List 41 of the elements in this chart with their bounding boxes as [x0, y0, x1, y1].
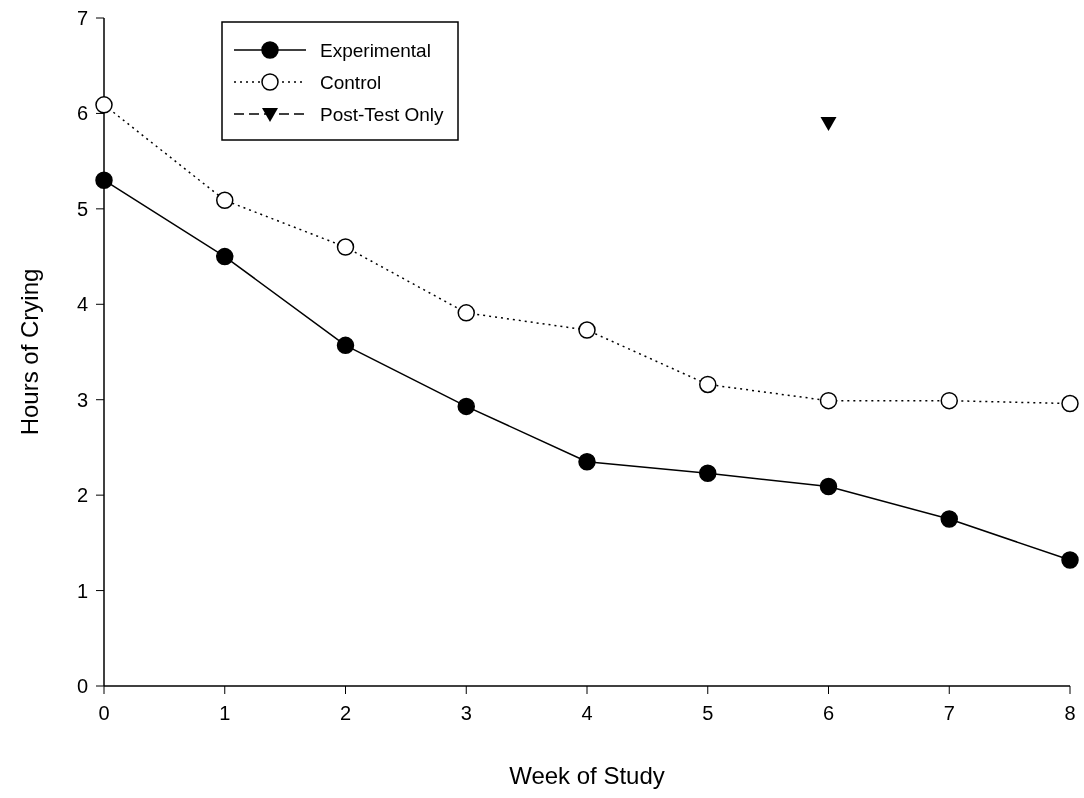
point	[457, 304, 475, 322]
x-tick-label: 7	[943, 702, 955, 724]
x-tick-label: 2	[339, 702, 352, 724]
point	[95, 96, 113, 114]
legend-label: Post-Test Only	[320, 104, 445, 125]
point	[457, 397, 475, 416]
point	[95, 171, 113, 189]
y-tick-label: 4	[76, 293, 88, 316]
point	[940, 510, 958, 528]
point	[940, 391, 958, 410]
x-tick-label: 8	[1064, 702, 1076, 724]
y-tick-label: 2	[76, 484, 88, 507]
point	[820, 116, 837, 131]
x-tick-label: 1	[219, 702, 231, 724]
x-tick-label: 6	[822, 702, 835, 724]
point	[578, 321, 596, 339]
legend-label: Control	[320, 72, 382, 93]
y-tick-label: 6	[76, 102, 88, 125]
point	[1061, 394, 1079, 413]
point	[819, 391, 838, 410]
point	[699, 375, 717, 394]
point	[699, 464, 717, 482]
y-tick-label: 3	[76, 388, 88, 411]
x-tick-label: 5	[702, 702, 714, 724]
x-tick-label: 0	[98, 702, 110, 724]
y-tick-label: 0	[76, 675, 88, 697]
x-tick-label: 4	[581, 702, 593, 724]
point	[336, 336, 355, 355]
y-tick-label: 5	[76, 197, 88, 220]
point	[578, 452, 596, 471]
legend-label: Experimental	[320, 40, 431, 61]
point	[216, 247, 234, 266]
x-axis-title: Week of Study	[509, 762, 665, 789]
point	[336, 238, 355, 256]
point	[1061, 551, 1079, 569]
y-tick-label: 1	[76, 579, 88, 602]
point	[819, 477, 838, 496]
y-axis-title: Hours of Crying	[16, 268, 43, 436]
x-tick-label: 3	[460, 702, 472, 724]
point	[216, 191, 234, 210]
y-tick-label: 7	[76, 7, 88, 29]
